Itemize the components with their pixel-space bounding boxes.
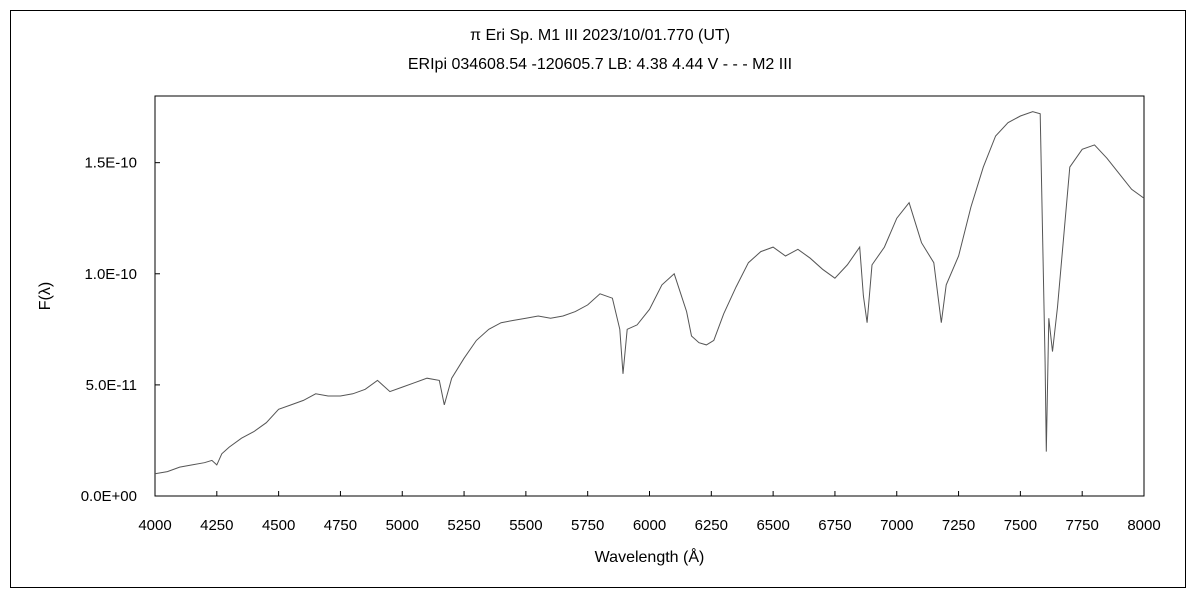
y-axis-label: F(λ)	[37, 282, 54, 310]
x-tick-label: 8000	[1127, 517, 1160, 534]
x-tick-label: 6500	[756, 517, 789, 534]
y-tick-label: 1.5E-10	[84, 155, 137, 172]
x-tick-label: 5500	[509, 517, 542, 534]
x-axis-label: Wavelength (Å)	[595, 547, 705, 566]
x-tick-label: 4500	[262, 517, 295, 534]
chart-frame	[10, 10, 1186, 588]
x-tick-label: 4000	[138, 517, 171, 534]
x-tick-label: 4750	[324, 517, 357, 534]
x-tick-label: 6750	[818, 517, 851, 534]
x-tick-label: 6250	[695, 517, 728, 534]
chart-subtitle: ERIpi 034608.54 -120605.7 LB: 4.38 4.44 …	[407, 56, 793, 73]
y-tick-label: 5.0E-11	[86, 377, 137, 394]
y-tick-label: 0.0E+00	[81, 488, 137, 505]
x-tick-label: 7500	[1004, 517, 1037, 534]
x-tick-label: 5250	[447, 517, 480, 534]
plot-area	[154, 95, 1145, 497]
y-tick-label: 1.0E-10	[84, 266, 137, 283]
y-axis: 0.0E+00 5.0E-11 1.0E-10 1.5E-10	[81, 155, 160, 505]
x-tick-label: 5750	[571, 517, 604, 534]
chart-title: π Eri Sp. M1 III 2023/10/01.770 (UT)	[469, 27, 731, 44]
x-axis: 4000 4250 4500 4750 5000 5250 5500 5750 6000 6250…	[138, 491, 1161, 534]
x-tick-label: 6000	[633, 517, 666, 534]
spectrum-line	[154, 111, 1145, 475]
x-tick-label: 4250	[200, 517, 233, 534]
x-tick-label: 5000	[386, 517, 419, 534]
x-tick-label: 7750	[1066, 517, 1099, 534]
x-tick-label: 7250	[942, 517, 975, 534]
x-tick-label: 7000	[880, 517, 913, 534]
